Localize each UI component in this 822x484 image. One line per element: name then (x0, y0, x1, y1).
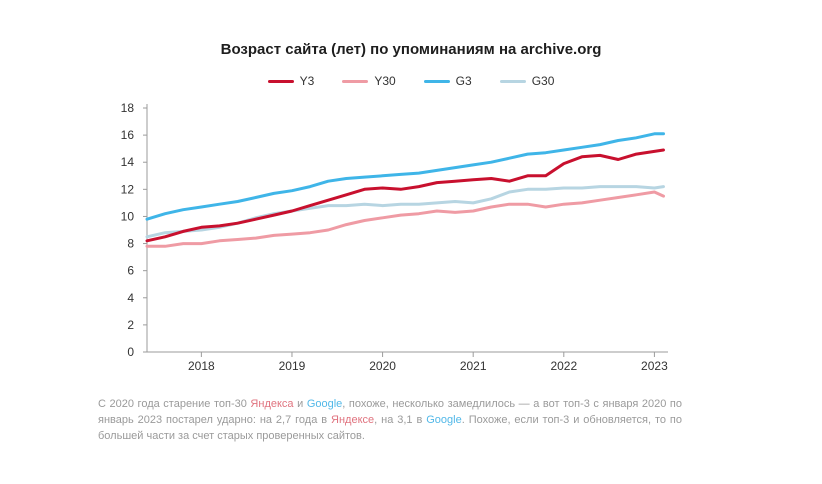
y-tick-label: 16 (121, 128, 135, 142)
y-tick-label: 8 (127, 237, 134, 251)
caption-yandex-1: Яндекса (250, 398, 294, 410)
series-layer (145, 132, 665, 248)
y-tick-label: 6 (127, 264, 134, 278)
legend-item-g3: G3 (423, 74, 472, 88)
caption-text-5: . Похоже, если топ-3 и обновляется, то п… (98, 414, 683, 442)
legend-swatch-g3 (423, 79, 450, 83)
legend-swatch-y30 (342, 79, 369, 83)
series-line-g3 (145, 132, 665, 221)
x-tick-label: 2018 (188, 359, 215, 373)
legend: Y3 Y30 G3 G30 (0, 74, 822, 88)
y-tick-label: 12 (121, 182, 135, 196)
series-line-y30 (145, 190, 665, 248)
y-tick-label: 2 (127, 318, 134, 332)
series-line-g30 (145, 185, 665, 239)
legend-item-y30: Y30 (342, 74, 396, 88)
y-tick-label: 10 (121, 209, 135, 223)
series-line-y3 (145, 148, 665, 243)
caption-google-1: Google (306, 398, 343, 410)
legend-item-y3: Y3 (267, 74, 315, 88)
legend-label-y3: Y3 (299, 74, 315, 88)
x-tick-label: 2023 (641, 359, 668, 373)
caption-text-2: и (293, 398, 307, 410)
y-tick-label: 0 (127, 345, 134, 359)
caption-text-3: , похоже, несколько замедлилось — а вот … (98, 398, 682, 426)
x-tick-label: 2022 (550, 359, 577, 373)
line-chart: 0 2 4 6 8 10 12 14 16 18 2018 2019 2020 2021 2022 2023 (121, 101, 668, 373)
legend-label-y30: Y30 (374, 74, 396, 88)
caption-text-1: С 2020 года старение топ-30 (98, 398, 251, 410)
chart-axes: 0 2 4 6 8 10 12 14 16 18 2018 2019 2020 2021 2022 2023 (121, 101, 668, 373)
legend-label-g3: G3 (455, 74, 472, 88)
caption-google-2: Google (426, 414, 462, 426)
legend-label-g30: G30 (531, 74, 555, 88)
x-tick-label: 2020 (369, 359, 396, 373)
x-tick-label: 2021 (460, 359, 487, 373)
caption-text-4: , на 3,1 в (374, 414, 427, 426)
caption: С 2020 года старение топ-30 Яндекса и Go… (98, 396, 682, 444)
chart-title: Возраст сайта (лет) по упоминаниям на ar… (220, 41, 602, 58)
legend-swatch-g30 (499, 79, 526, 83)
legend-item-g30: G30 (499, 74, 555, 88)
y-tick-label: 4 (127, 291, 134, 305)
x-tick-label: 2019 (279, 359, 306, 373)
y-tick-label: 18 (121, 101, 135, 115)
legend-swatch-y3 (267, 79, 294, 83)
caption-yandex-2: Яндексе (331, 414, 375, 426)
y-tick-label: 14 (121, 155, 135, 169)
